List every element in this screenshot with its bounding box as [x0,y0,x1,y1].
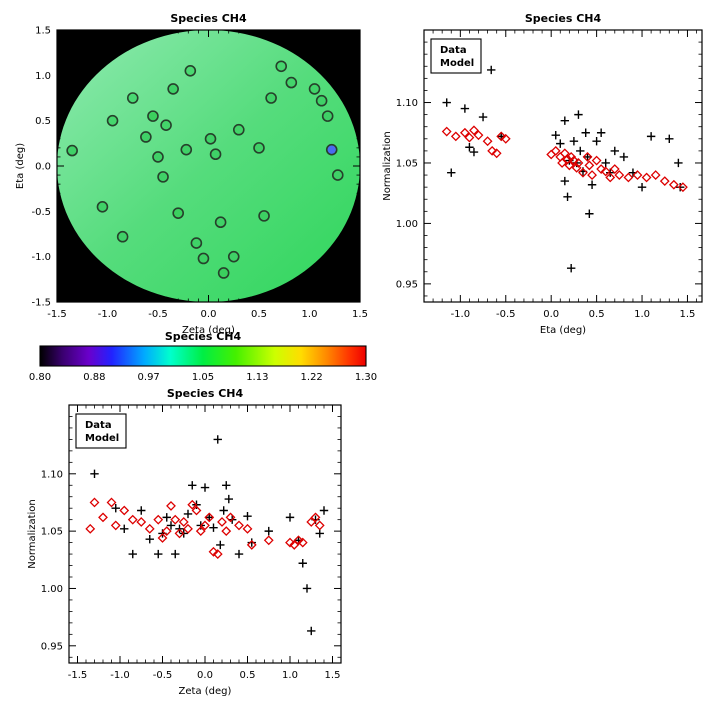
svg-text:1.22: 1.22 [301,372,323,383]
svg-text:0.0: 0.0 [201,309,217,320]
svg-text:Zeta (deg): Zeta (deg) [179,686,232,697]
svg-text:1.5: 1.5 [680,309,696,320]
svg-text:-1.5: -1.5 [47,309,67,320]
map-panel: -1.5 -1.0 -0.5 0.0 0.5 1.0 1.5 -1.5 -1.0 -0.5 0.0 0… [0,0,375,340]
svg-text:0.88: 0.88 [83,372,105,383]
svg-text:1.0: 1.0 [35,71,51,82]
svg-text:-1.5: -1.5 [68,670,88,681]
svg-text:-1.0: -1.0 [110,670,130,681]
svg-text:1.00: 1.00 [396,219,418,230]
map-chart: -1.5 -1.0 -0.5 0.0 0.5 1.0 1.5 -1.5 -1.0 -0.5 0.0 0… [15,12,368,336]
svg-text:1.5: 1.5 [325,670,341,681]
svg-text:1.10: 1.10 [396,98,418,109]
svg-text:1.30: 1.30 [355,372,377,383]
svg-text:Species CH4: Species CH4 [525,12,602,25]
svg-text:-0.5: -0.5 [31,207,51,218]
svg-text:0.0: 0.0 [543,309,559,320]
svg-text:-1.0: -1.0 [31,252,51,263]
svg-text:0.0: 0.0 [35,162,51,173]
svg-text:1.13: 1.13 [246,372,268,383]
zeta_scatter-chart: -1.5 -1.0 -0.5 0.0 0.5 1.0 1.5 0.95 1.00 1.05 1.10… [27,387,342,697]
svg-text:0.0: 0.0 [197,670,213,681]
svg-text:Eta (deg): Eta (deg) [15,143,26,189]
svg-text:1.05: 1.05 [192,372,214,383]
svg-text:Data: Data [440,45,467,56]
svg-text:1.10: 1.10 [41,469,63,480]
svg-text:-1.0: -1.0 [451,309,471,320]
svg-text:1.5: 1.5 [35,26,51,37]
eta-scatter-panel: -1.0 -0.5 0.0 0.5 1.0 1.5 0.95 1.00 1.05 1.10 Spec… [372,0,717,340]
legend-box [75,413,127,449]
svg-text:Zeta (deg): Zeta (deg) [182,325,235,336]
svg-text:0.5: 0.5 [251,309,267,320]
svg-text:0.5: 0.5 [35,116,51,127]
colorbar-chart: Species CH4 0.80 0.88 0.97 1.05 1.13 1.22 1.30 [29,330,377,383]
svg-text:-1.5: -1.5 [31,298,51,309]
svg-text:Data: Data [85,420,112,431]
svg-text:Eta (deg): Eta (deg) [540,325,586,336]
eta_scatter-chart: -1.0 -0.5 0.0 0.5 1.0 1.5 0.95 1.00 1.05 1.10 Spec… [382,12,703,336]
svg-text:Species CH4: Species CH4 [170,12,247,25]
svg-text:1.05: 1.05 [396,158,418,169]
svg-text:1.0: 1.0 [634,309,650,320]
colorbar-panel: Species CH4 0.80 0.88 0.97 1.05 1.13 1.22 1.30 [28,330,378,385]
svg-text:Species CH4: Species CH4 [167,387,244,400]
svg-text:1.0: 1.0 [282,670,298,681]
svg-text:Model: Model [85,433,119,444]
svg-text:0.95: 0.95 [41,641,63,652]
svg-text:0.80: 0.80 [29,372,51,383]
svg-text:Species CH4: Species CH4 [165,330,242,343]
svg-text:Normalization: Normalization [27,499,38,569]
zeta-scatter-panel: -1.5 -1.0 -0.5 0.0 0.5 1.0 1.5 0.95 1.00 1.05 1.10… [25,385,360,720]
svg-text:Model: Model [440,58,474,69]
legend-box [430,38,482,74]
svg-text:-0.5: -0.5 [153,670,173,681]
svg-text:Normalization: Normalization [382,131,393,201]
svg-text:-0.5: -0.5 [148,309,168,320]
svg-text:1.05: 1.05 [41,527,63,538]
svg-text:0.5: 0.5 [589,309,605,320]
svg-text:1.0: 1.0 [302,309,318,320]
svg-text:1.5: 1.5 [352,309,368,320]
svg-text:0.95: 0.95 [396,279,418,290]
svg-text:-1.0: -1.0 [98,309,118,320]
svg-text:-0.5: -0.5 [496,309,516,320]
svg-text:1.00: 1.00 [41,584,63,595]
svg-text:0.97: 0.97 [138,372,160,383]
svg-text:0.5: 0.5 [240,670,256,681]
